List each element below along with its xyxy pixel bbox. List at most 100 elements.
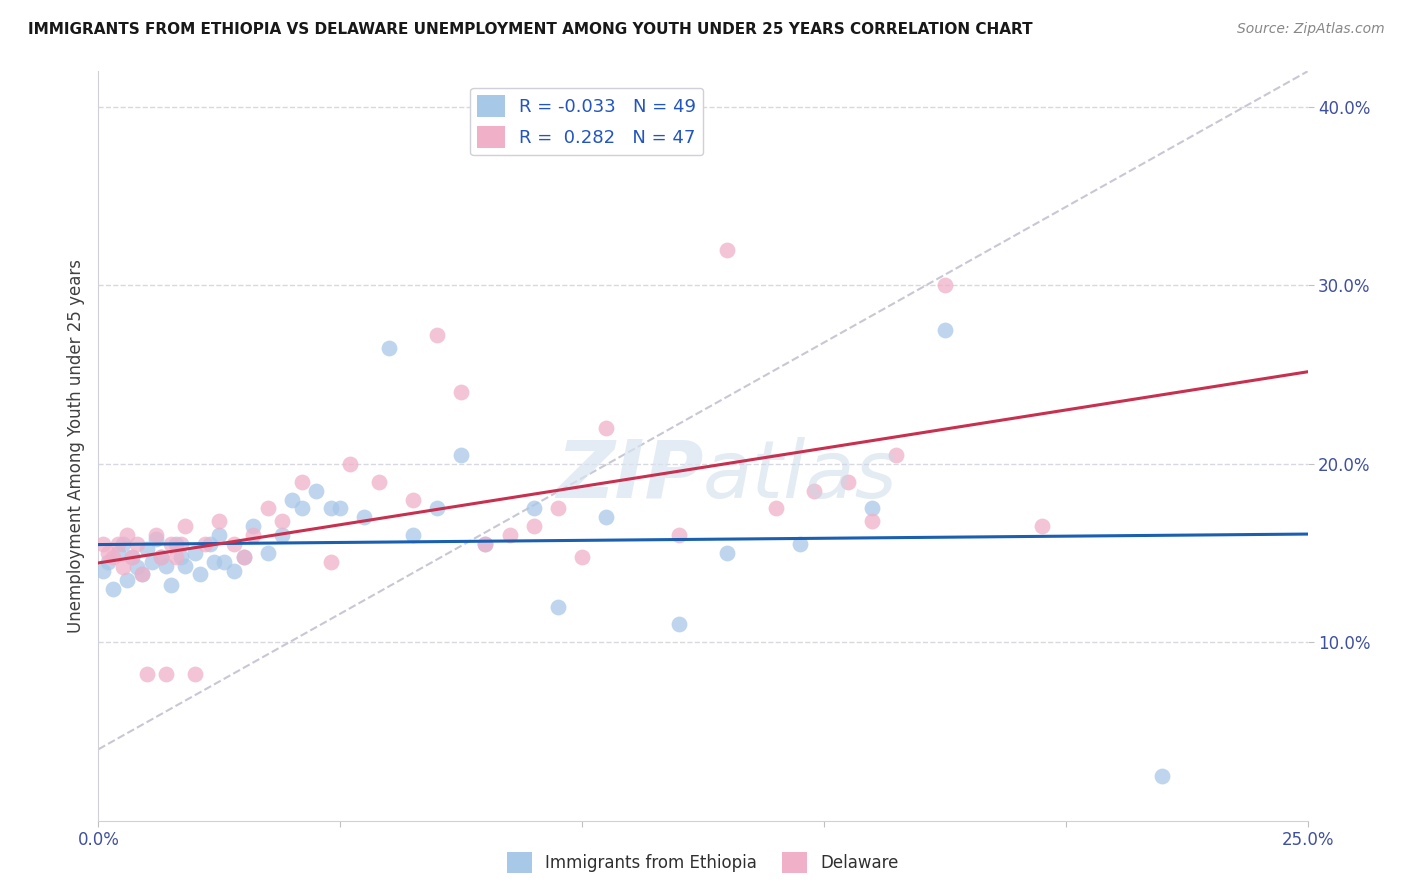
Point: [281, 492, 304, 507]
Point: [242, 519, 264, 533]
Point: [256, 501, 278, 516]
Point: [402, 492, 425, 507]
Text: ZIP: ZIP: [555, 437, 703, 515]
Point: [169, 537, 191, 551]
Point: [595, 421, 617, 435]
Point: [1152, 769, 1174, 783]
Point: [111, 560, 134, 574]
Point: [150, 549, 173, 564]
Point: [256, 546, 278, 560]
Point: [290, 501, 312, 516]
Text: IMMIGRANTS FROM ETHIOPIA VS DELAWARE UNEMPLOYMENT AMONG YOUTH UNDER 25 YEARS COR: IMMIGRANTS FROM ETHIOPIA VS DELAWARE UNE…: [28, 22, 1033, 37]
Point: [450, 448, 472, 462]
Point: [377, 341, 399, 355]
Point: [474, 537, 496, 551]
Point: [127, 537, 149, 551]
Point: [290, 475, 312, 489]
Point: [121, 549, 143, 564]
Point: [107, 537, 129, 551]
Point: [571, 549, 593, 564]
Point: [184, 546, 207, 560]
Point: [91, 564, 114, 578]
Point: [101, 582, 124, 596]
Legend: R = -0.033   N = 49, R =  0.282   N = 47: R = -0.033 N = 49, R = 0.282 N = 47: [470, 88, 703, 155]
Point: [498, 528, 520, 542]
Point: [271, 514, 294, 528]
Point: [716, 243, 738, 257]
Point: [160, 537, 183, 551]
Point: [860, 501, 883, 516]
Point: [204, 555, 226, 569]
Point: [184, 667, 207, 681]
Point: [232, 549, 254, 564]
Point: [765, 501, 787, 516]
Point: [165, 549, 187, 564]
Point: [127, 560, 149, 574]
Point: [934, 323, 956, 337]
Text: atlas: atlas: [703, 437, 898, 515]
Point: [121, 549, 143, 564]
Point: [319, 555, 342, 569]
Point: [117, 573, 139, 587]
Point: [523, 501, 546, 516]
Point: [368, 475, 391, 489]
Point: [212, 555, 235, 569]
Point: [155, 558, 177, 573]
Point: [101, 549, 124, 564]
Point: [131, 567, 153, 582]
Point: [547, 501, 569, 516]
Point: [803, 483, 825, 498]
Point: [329, 501, 352, 516]
Point: [150, 549, 173, 564]
Point: [198, 537, 221, 551]
Point: [135, 667, 157, 681]
Y-axis label: Unemployment Among Youth under 25 years: Unemployment Among Youth under 25 years: [66, 259, 84, 633]
Point: [668, 617, 690, 632]
Point: [450, 385, 472, 400]
Point: [232, 549, 254, 564]
Point: [145, 532, 167, 546]
Point: [188, 567, 211, 582]
Point: [169, 549, 191, 564]
Point: [174, 558, 197, 573]
Point: [97, 546, 120, 560]
Point: [319, 501, 342, 516]
Point: [165, 537, 187, 551]
Point: [194, 537, 217, 551]
Point: [595, 510, 617, 524]
Point: [111, 537, 134, 551]
Point: [789, 537, 811, 551]
Point: [547, 599, 569, 614]
Point: [97, 555, 120, 569]
Point: [305, 483, 328, 498]
Legend: Immigrants from Ethiopia, Delaware: Immigrants from Ethiopia, Delaware: [501, 846, 905, 880]
Point: [402, 528, 425, 542]
Point: [208, 528, 231, 542]
Point: [271, 528, 294, 542]
Point: [1031, 519, 1053, 533]
Point: [242, 528, 264, 542]
Point: [107, 546, 129, 560]
Point: [131, 567, 153, 582]
Point: [145, 528, 167, 542]
Point: [426, 328, 449, 343]
Point: [716, 546, 738, 560]
Point: [934, 278, 956, 293]
Point: [353, 510, 375, 524]
Point: [523, 519, 546, 533]
Point: [222, 564, 245, 578]
Point: [155, 667, 177, 681]
Point: [135, 542, 157, 557]
Point: [222, 537, 245, 551]
Point: [860, 514, 883, 528]
Text: Source: ZipAtlas.com: Source: ZipAtlas.com: [1237, 22, 1385, 37]
Point: [117, 528, 139, 542]
Point: [474, 537, 496, 551]
Point: [208, 514, 231, 528]
Point: [886, 448, 908, 462]
Point: [174, 519, 197, 533]
Point: [837, 475, 859, 489]
Point: [160, 578, 183, 592]
Point: [426, 501, 449, 516]
Point: [339, 457, 361, 471]
